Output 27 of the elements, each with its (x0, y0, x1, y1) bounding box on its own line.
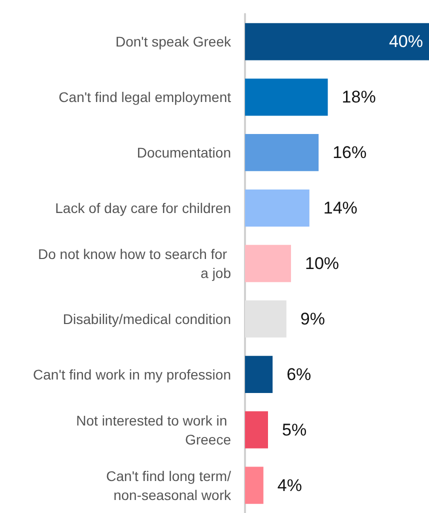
data-label: 10% (305, 254, 340, 273)
bar (245, 300, 286, 338)
bar (245, 244, 291, 282)
y-tick-label: Lack of day care for children (55, 200, 231, 216)
y-tick-label: Not interested to work in Greece (76, 412, 232, 448)
y-tick-label: Can't find work in my profession (33, 366, 231, 382)
bar (245, 23, 429, 60)
bar (245, 356, 273, 393)
data-label: 5% (282, 420, 307, 440)
y-tick-label: Can't find long term/non-seasonal work (106, 468, 232, 503)
data-label: 14% (323, 198, 358, 218)
bar (245, 78, 328, 116)
bar (245, 466, 264, 504)
y-tick-label: Do not know how to search for a job (38, 246, 232, 281)
bar (245, 411, 268, 448)
y-tick-label: Disability/medical condition (62, 310, 231, 327)
data-label: 18% (342, 88, 376, 107)
data-label: 40% (388, 32, 423, 52)
data-label: 16% (332, 143, 367, 162)
bar (245, 134, 319, 172)
data-label: 6% (286, 364, 312, 384)
y-tick-label: Can't find legal employment (58, 89, 232, 106)
y-tick-label: Don't speak Greek (115, 34, 232, 50)
data-label: 9% (300, 309, 325, 328)
data-label: 4% (277, 476, 302, 495)
bar (245, 189, 310, 227)
y-tick-label: Documentation (136, 144, 231, 161)
